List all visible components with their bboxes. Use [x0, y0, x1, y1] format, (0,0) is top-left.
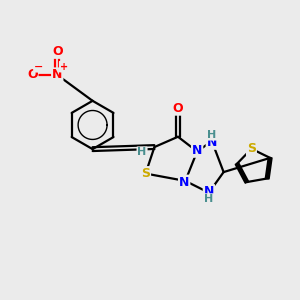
Text: N: N	[207, 136, 217, 149]
Text: H: H	[204, 194, 214, 204]
Text: O: O	[173, 102, 183, 115]
Text: −: −	[34, 62, 43, 72]
Text: H: H	[137, 147, 147, 158]
Text: S: S	[141, 167, 150, 180]
Text: N: N	[204, 185, 214, 198]
Text: +: +	[60, 62, 68, 72]
Text: N: N	[192, 144, 202, 157]
Text: N: N	[179, 176, 189, 189]
Text: S: S	[247, 142, 256, 155]
Text: O: O	[27, 68, 38, 81]
Text: N: N	[52, 68, 62, 81]
Text: H: H	[207, 130, 217, 140]
Text: O: O	[52, 45, 63, 58]
